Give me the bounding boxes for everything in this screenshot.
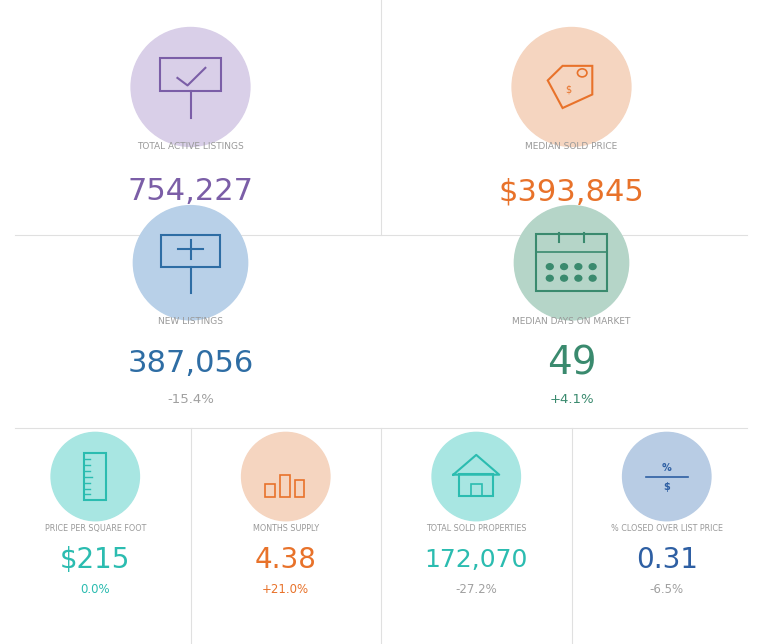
Ellipse shape (512, 28, 631, 146)
Text: 0.0%: 0.0% (81, 583, 110, 596)
Circle shape (561, 264, 568, 270)
Text: -0.3%: -0.3% (552, 222, 591, 235)
Text: %: % (662, 463, 671, 473)
Text: 4.38: 4.38 (255, 546, 317, 574)
Text: MEDIAN DAYS ON MARKET: MEDIAN DAYS ON MARKET (512, 317, 631, 327)
Circle shape (561, 276, 568, 281)
Text: -27.2%: -27.2% (456, 583, 497, 596)
Ellipse shape (133, 205, 248, 320)
Text: +4.1%: +4.1% (549, 393, 594, 406)
Text: +21.0%: +21.0% (262, 583, 309, 596)
Text: MONTHS SUPPLY: MONTHS SUPPLY (253, 524, 319, 533)
Ellipse shape (514, 205, 629, 320)
Ellipse shape (432, 432, 520, 521)
Text: NEW LISTINGS: NEW LISTINGS (158, 317, 223, 327)
Text: 0.31: 0.31 (636, 546, 698, 574)
Text: $215: $215 (60, 546, 130, 574)
Text: $: $ (664, 482, 670, 492)
Circle shape (575, 276, 582, 281)
Ellipse shape (623, 432, 711, 521)
Text: TOTAL SOLD PROPERTIES: TOTAL SOLD PROPERTIES (426, 524, 527, 533)
Text: -6.5%: -6.5% (650, 583, 684, 596)
Circle shape (546, 264, 553, 270)
Text: MEDIAN SOLD PRICE: MEDIAN SOLD PRICE (525, 142, 618, 151)
Text: $393,845: $393,845 (498, 177, 645, 207)
Text: -15.4%: -15.4% (167, 393, 214, 406)
Circle shape (575, 264, 582, 270)
Circle shape (546, 276, 553, 281)
Text: 172,070: 172,070 (424, 548, 528, 573)
Text: 754,227: 754,227 (127, 177, 254, 207)
Circle shape (589, 264, 596, 270)
Text: -0.3%: -0.3% (171, 222, 210, 235)
Ellipse shape (51, 432, 139, 521)
Text: $: $ (565, 84, 572, 95)
Text: 387,056: 387,056 (127, 349, 254, 379)
Ellipse shape (242, 432, 330, 521)
Text: % CLOSED OVER LIST PRICE: % CLOSED OVER LIST PRICE (611, 524, 722, 533)
Text: 49: 49 (546, 345, 597, 383)
Text: TOTAL ACTIVE LISTINGS: TOTAL ACTIVE LISTINGS (137, 142, 244, 151)
Text: PRICE PER SQUARE FOOT: PRICE PER SQUARE FOOT (44, 524, 146, 533)
Ellipse shape (131, 28, 250, 146)
Circle shape (589, 276, 596, 281)
